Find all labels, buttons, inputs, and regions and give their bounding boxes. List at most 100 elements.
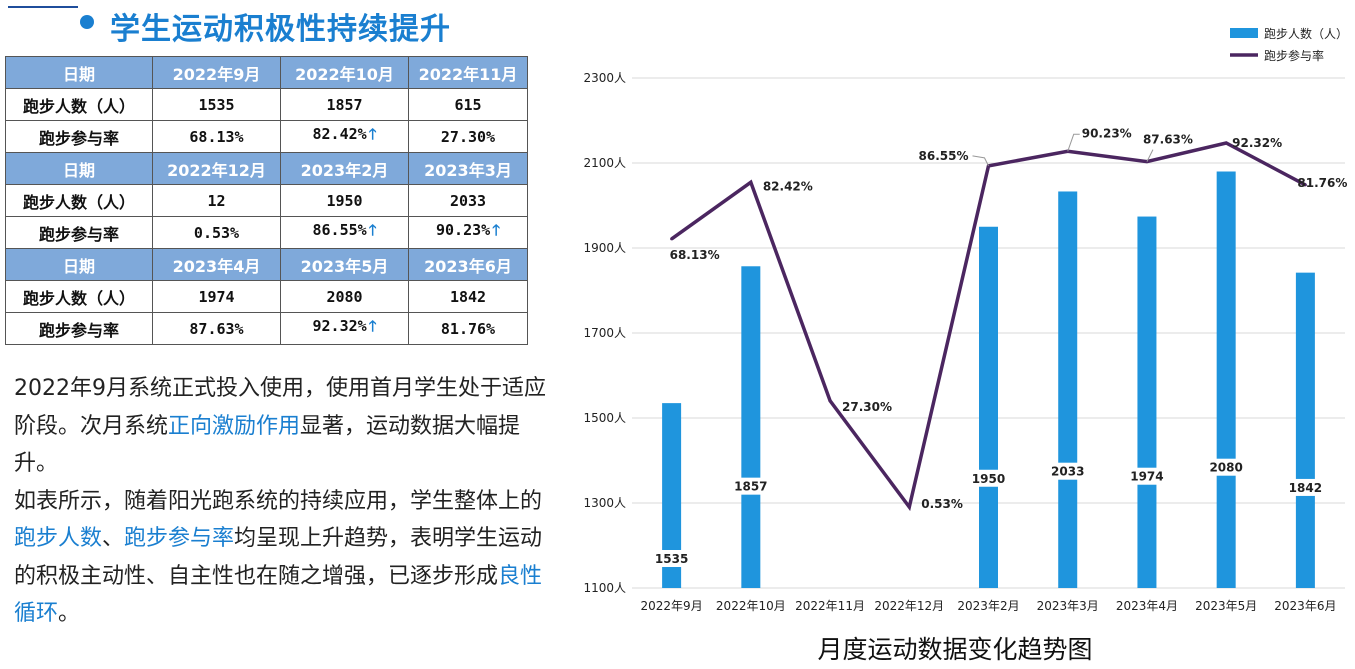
bar-label-box: [1128, 467, 1165, 485]
table-cell-rate: 81.76%: [408, 312, 528, 345]
rate-data-label: 81.76%: [1297, 176, 1347, 190]
x-tick-label: 2023年2月: [957, 599, 1019, 613]
table-header-month: 2022年12月: [152, 152, 281, 185]
legend-label-rate: 跑步参与率: [1264, 48, 1324, 63]
label-leader-line: [1146, 149, 1154, 162]
rate-data-label: 86.55%: [919, 149, 969, 163]
row-label-rate: 跑步参与率: [5, 312, 153, 345]
highlight-term: 正向激励作用: [168, 413, 301, 439]
table-cell-runners: 615: [408, 88, 528, 121]
rate-point: [907, 505, 911, 509]
highlight-term: 跑步参与率: [124, 526, 235, 551]
table-header-month: 2022年10月: [280, 56, 409, 89]
bar-data-label: 1950: [972, 472, 1005, 486]
rate-value: 0.53%: [193, 223, 240, 242]
up-arrow-icon: 🡑: [368, 317, 377, 335]
highlight-term: 跑步人数: [14, 526, 103, 551]
description-text: 显著，运动数据大幅提升。: [14, 413, 521, 477]
bar-label-box: [1208, 458, 1245, 476]
up-arrow-icon: 🡑: [368, 125, 377, 143]
table-header-month: 2022年9月: [152, 56, 281, 89]
rate-value: 86.55%: [312, 221, 367, 239]
x-tick-label: 2023年4月: [1116, 599, 1178, 613]
chart-title: 月度运动数据变化趋势图: [817, 635, 1093, 664]
bar-runners: [1216, 171, 1236, 588]
table-header-month: 2023年4月: [152, 248, 281, 281]
bar-label-box: [1287, 478, 1324, 496]
rate-data-label: 27.30%: [842, 400, 892, 414]
rate-data-label: 82.42%: [763, 179, 813, 193]
table-header-row: 日期 2022年12月 2023年2月 2023年3月: [5, 152, 528, 185]
bar-runners: [979, 226, 998, 588]
title-accent-rule: [8, 6, 78, 8]
description-paragraph-2: 如表所示，随着阳光跑系统的持续应用，学生整体上的跑步人数、跑步参与率均呈现上升趋…: [14, 483, 554, 633]
bar-label-box: [653, 550, 690, 567]
table-row-runners: 跑步人数（人） 1535 1857 615: [5, 88, 528, 121]
rate-value: 82.42%: [312, 125, 367, 143]
description-text: 2022年9月系统正式投入使用，使用首月学生处于适应阶段。次月系统: [14, 376, 546, 439]
table-cell-runners: 1974: [152, 280, 281, 313]
bar-data-label: 1857: [734, 480, 767, 494]
table-cell-runners: 2033: [408, 184, 528, 217]
table-header-row: 日期 2022年9月 2022年10月 2022年11月: [5, 56, 528, 89]
y-tick-label: 1100人: [583, 581, 626, 595]
table-cell-rate: 27.30%: [408, 120, 528, 153]
rate-point: [1303, 183, 1307, 187]
table-cell-runners: 1857: [280, 88, 409, 121]
table-cell-rate: 87.63%: [152, 312, 281, 345]
y-tick-label: 2100人: [583, 156, 626, 170]
description-text: 如表所示，随着阳光跑系统的持续应用，学生整体上的: [14, 488, 543, 514]
x-tick-label: 2023年6月: [1274, 599, 1336, 613]
table-row-rate: 跑步参与率 87.63% 92.32% 🡑 81.76%: [5, 312, 528, 345]
table-header-month: 2023年5月: [280, 248, 409, 281]
bullet-dot-icon: [80, 15, 94, 29]
table-cell-runners: 1950: [280, 184, 409, 217]
rate-point: [670, 237, 674, 241]
rate-point: [828, 399, 832, 403]
description-text: 、: [102, 526, 125, 551]
bar-label-box: [970, 469, 1007, 487]
bar-runners: [662, 403, 682, 588]
rate-value: 87.63%: [189, 319, 244, 338]
table-cell-runners: 1535: [152, 88, 281, 121]
description-text: 。: [58, 601, 81, 626]
bar-data-label: 2033: [1051, 465, 1084, 479]
table-cell-runners: 12: [152, 184, 281, 217]
table-cell-runners: 2080: [280, 280, 409, 313]
table-cell-rate: 68.13%: [152, 120, 281, 153]
label-leader-line: [972, 155, 989, 167]
y-tick-label: 1700人: [583, 326, 626, 340]
bar-label-box: [732, 477, 769, 495]
table-row-runners: 跑步人数（人） 1974 2080 1842: [5, 280, 528, 313]
x-tick-label: 2023年3月: [1037, 599, 1099, 613]
highlight-term: 良性循环: [14, 563, 543, 627]
table-row-runners: 跑步人数（人） 12 1950 2033: [5, 184, 528, 217]
y-tick-label: 2300人: [583, 71, 626, 85]
rate-data-label: 68.13%: [670, 248, 720, 262]
x-tick-label: 2022年9月: [641, 599, 703, 613]
rate-value: 90.23%: [436, 221, 491, 239]
description-text: 均呈现上升趋势，表明学生运动的积极主动性、自主性也在随之增强，已逐步形成: [14, 526, 543, 589]
table-cell-rate: 82.42% 🡑: [280, 120, 409, 153]
label-leader-line: [1067, 133, 1080, 152]
table-header-row: 日期 2023年4月 2023年5月 2023年6月: [5, 248, 528, 281]
trend-chart: 1100人 1300人 1500人 1700人 1900人 2100人 2300人 1535 1…: [583, 26, 1348, 613]
table-cell-rate: 0.53%: [152, 216, 281, 249]
row-label-runners: 跑步人数（人）: [5, 184, 153, 217]
table-header-date-label: 日期: [5, 152, 153, 185]
rate-point: [1224, 141, 1228, 145]
bar-runners: [1295, 272, 1315, 588]
table-header-month: 2023年2月: [280, 152, 409, 185]
x-tick-label: 2022年10月: [716, 599, 786, 613]
bar-runners: [741, 266, 761, 588]
rate-data-label: 87.63%: [1143, 133, 1193, 147]
table-header-date-label: 日期: [5, 248, 153, 281]
rate-value: 92.32%: [312, 317, 367, 335]
table-row-rate: 跑步参与率 68.13% 82.42% 🡑 27.30%: [5, 120, 528, 153]
bar-runners: [1058, 191, 1078, 588]
up-arrow-icon: 🡑: [368, 221, 377, 239]
row-label-rate: 跑步参与率: [5, 120, 153, 153]
table-header-date-label: 日期: [5, 56, 153, 89]
rate-value: 68.13%: [189, 127, 244, 146]
x-tick-label: 2022年12月: [874, 599, 944, 613]
